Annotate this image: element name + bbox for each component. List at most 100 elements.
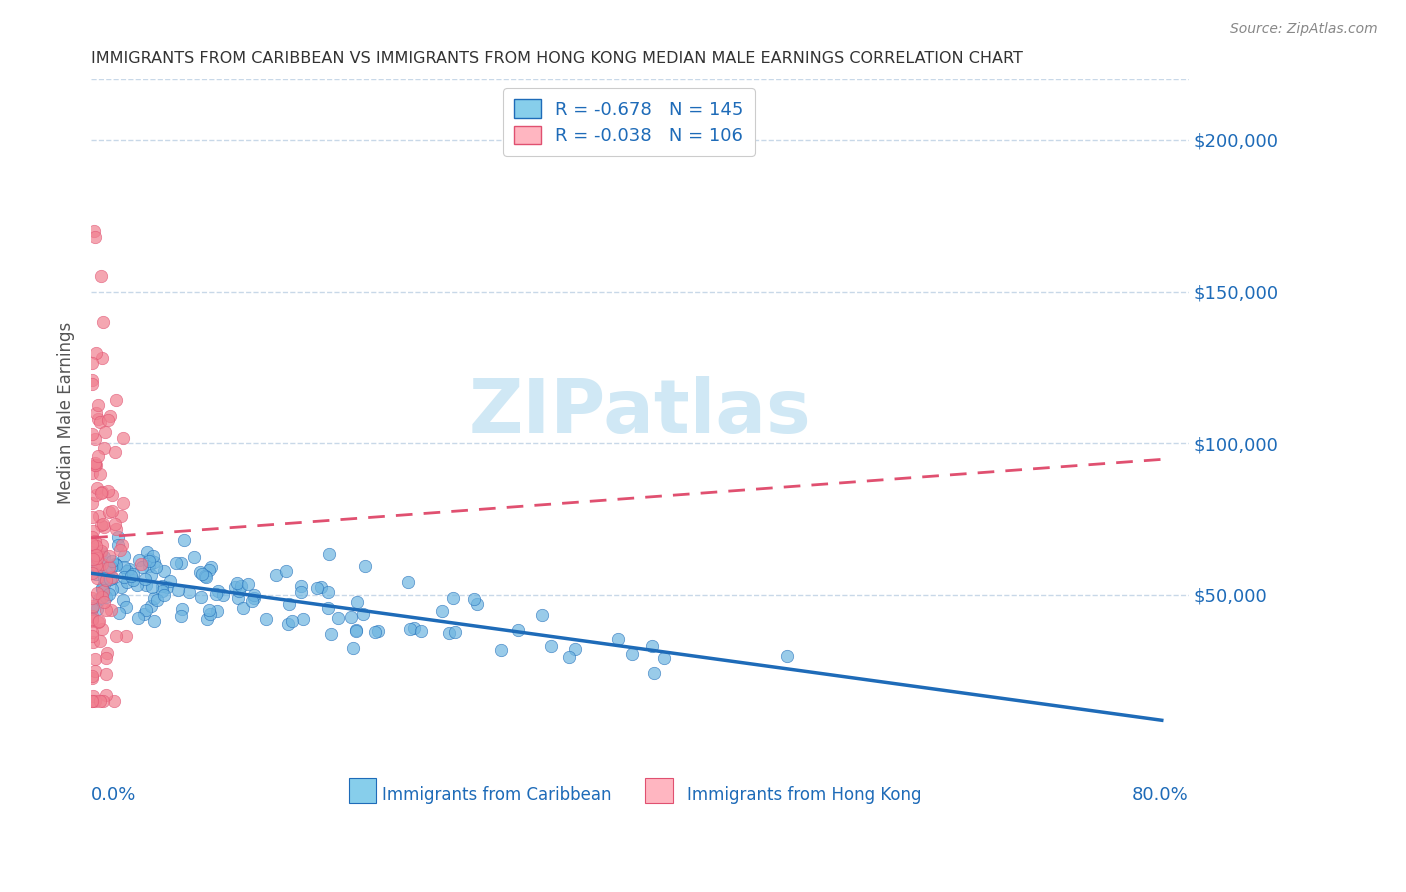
Point — [107, 530, 129, 544]
Point — [135, 545, 157, 559]
Point — [84, 406, 107, 420]
Point — [98, 573, 121, 587]
Point — [150, 578, 173, 592]
Point — [89, 467, 111, 481]
Point — [86, 571, 108, 585]
Point — [404, 621, 426, 635]
Point — [198, 607, 221, 621]
Point — [153, 564, 176, 578]
Point — [170, 556, 193, 570]
Point — [399, 622, 422, 636]
Point — [98, 587, 121, 601]
Text: ZIPatlas: ZIPatlas — [468, 376, 811, 450]
Point — [100, 603, 122, 617]
Point — [84, 652, 107, 666]
Point — [352, 607, 374, 622]
Point — [167, 583, 190, 598]
Point — [121, 568, 143, 582]
Point — [89, 694, 111, 708]
Text: Source: ZipAtlas.com: Source: ZipAtlas.com — [1230, 22, 1378, 37]
Point — [82, 591, 104, 606]
Point — [170, 601, 193, 615]
Point — [200, 559, 222, 574]
Point — [84, 488, 107, 502]
Point — [105, 392, 128, 407]
Point — [86, 547, 108, 561]
Point — [128, 552, 150, 566]
FancyBboxPatch shape — [645, 778, 672, 803]
Point — [115, 575, 138, 590]
Point — [204, 586, 226, 600]
Point — [103, 516, 125, 531]
Point — [91, 315, 114, 329]
Point — [101, 570, 124, 584]
Point — [530, 607, 553, 622]
Point — [139, 599, 162, 613]
Point — [86, 450, 108, 464]
Point — [143, 591, 166, 605]
Point — [94, 650, 117, 665]
Point — [115, 564, 138, 578]
Point — [197, 603, 219, 617]
Point — [80, 356, 103, 370]
Point — [430, 604, 453, 618]
Point — [82, 601, 104, 615]
Point — [96, 667, 118, 681]
Point — [90, 484, 112, 499]
Point — [96, 688, 118, 702]
Point — [155, 580, 177, 594]
Point — [87, 614, 110, 628]
Point — [112, 559, 135, 574]
Point — [83, 558, 105, 572]
Point — [93, 577, 115, 591]
Point — [84, 458, 107, 473]
Point — [115, 599, 138, 614]
Point — [82, 377, 104, 392]
Point — [139, 567, 162, 582]
Point — [82, 566, 104, 581]
Point — [138, 558, 160, 573]
Point — [80, 542, 103, 557]
Point — [90, 590, 112, 604]
Point — [91, 582, 114, 596]
Point — [80, 614, 103, 628]
Point — [152, 588, 174, 602]
Point — [236, 576, 259, 591]
Point — [82, 530, 104, 544]
Point — [101, 504, 124, 518]
Point — [98, 409, 121, 423]
Point — [90, 546, 112, 560]
Point — [83, 224, 105, 238]
Point — [90, 517, 112, 532]
Point — [89, 415, 111, 429]
Point — [207, 583, 229, 598]
Point — [82, 694, 104, 708]
Point — [94, 425, 117, 440]
Point — [83, 665, 105, 679]
Point — [165, 557, 187, 571]
Point — [152, 584, 174, 599]
Point — [108, 606, 131, 620]
Point — [104, 558, 127, 572]
Point — [190, 591, 212, 605]
Text: IMMIGRANTS FROM CARIBBEAN VS IMMIGRANTS FROM HONG KONG MEDIAN MALE EARNINGS CORR: IMMIGRANTS FROM CARIBBEAN VS IMMIGRANTS … — [91, 51, 1024, 66]
Text: 80.0%: 80.0% — [1132, 787, 1188, 805]
Point — [240, 593, 263, 607]
Point — [652, 650, 675, 665]
Point — [80, 373, 103, 387]
Point — [107, 538, 129, 552]
Point — [224, 580, 246, 594]
Point — [84, 230, 107, 244]
FancyBboxPatch shape — [349, 778, 377, 803]
Text: 0.0%: 0.0% — [91, 787, 136, 805]
Point — [195, 612, 218, 626]
Point — [82, 510, 104, 524]
Point — [489, 643, 512, 657]
Point — [226, 591, 249, 605]
Point — [564, 641, 586, 656]
Point — [134, 607, 156, 621]
Point — [91, 694, 114, 708]
Point — [465, 597, 488, 611]
Point — [557, 650, 579, 665]
Point — [93, 519, 115, 533]
